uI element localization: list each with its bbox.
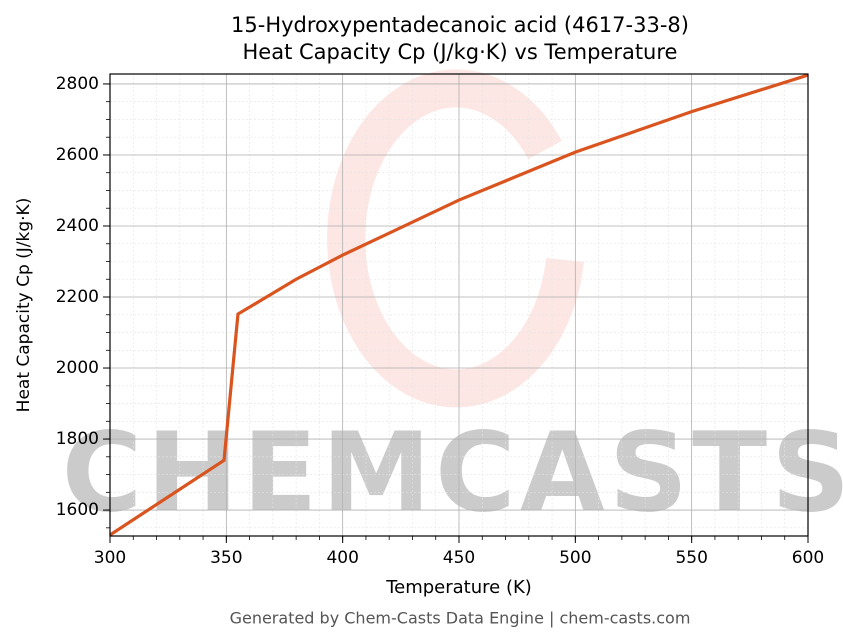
watermark-logo	[327, 69, 584, 408]
y-axis-label: Heat Capacity Cp (J/kg·K)	[14, 198, 34, 413]
x-tick-label: 550	[675, 548, 707, 568]
y-tick-label: 2000	[56, 358, 99, 378]
y-tick-label: 1800	[56, 429, 99, 449]
watermark: CHEMCASTS	[62, 408, 843, 536]
x-tick-label: 450	[443, 548, 475, 568]
plot-frame	[109, 73, 809, 537]
x-tick-label: 300	[94, 548, 126, 568]
x-tick-label: 400	[326, 548, 358, 568]
y-tick-label: 2200	[56, 287, 99, 307]
footer: Generated by Chem-Casts Data Engine | ch…	[230, 609, 691, 628]
data-line	[109, 73, 809, 537]
y-tick-label: 1600	[56, 500, 99, 520]
y-tick-label: 2400	[56, 216, 99, 236]
chart-title: 15-Hydroxypentadecanoic acid (4617-33-8)	[231, 13, 689, 37]
y-tick-label: 2800	[56, 74, 99, 94]
x-tick-label: 600	[792, 548, 824, 568]
x-tick-label: 350	[210, 548, 242, 568]
x-tick-label: 500	[559, 548, 591, 568]
y-tick-label: 2600	[56, 145, 99, 165]
chart-title: Heat Capacity Cp (J/kg·K) vs Temperature	[243, 40, 678, 64]
x-axis-label: Temperature (K)	[385, 577, 532, 598]
